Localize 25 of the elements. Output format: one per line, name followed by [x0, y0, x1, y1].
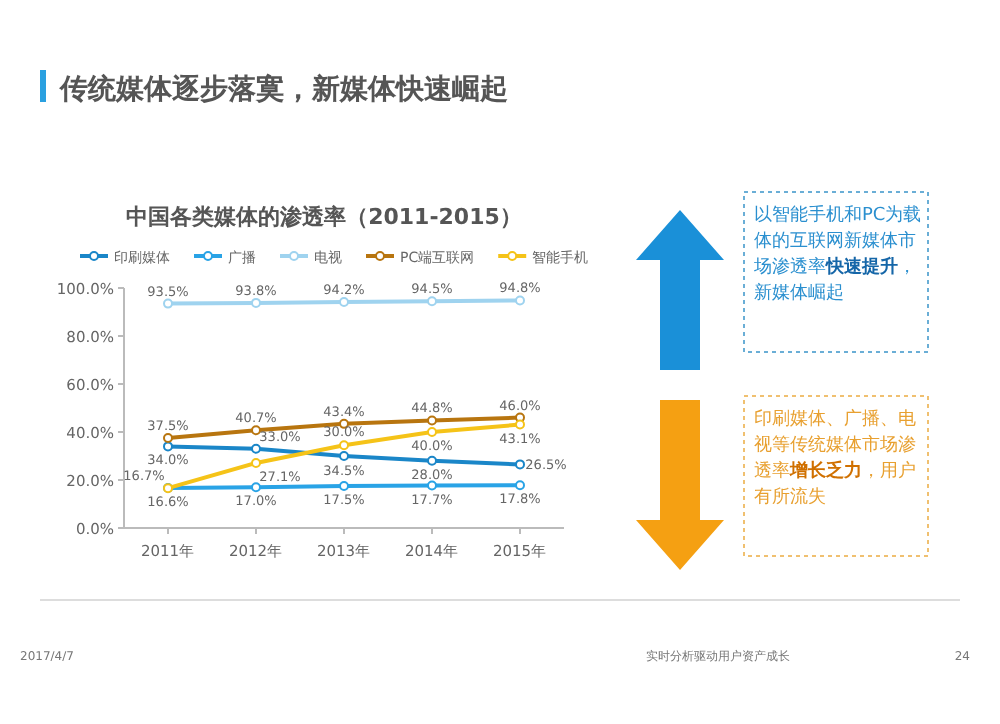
point: [251, 482, 261, 493]
point: [339, 451, 349, 461]
point: [515, 419, 525, 430]
point: [427, 415, 437, 426]
point: [251, 425, 261, 436]
point: [251, 443, 261, 454]
chart-title: 传统媒体逐步落寞，新媒体快速崛起: [58, 72, 508, 106]
text: 以智能手机和PC为载体的互联网新媒体市场渗透率快速提升，新媒体崛起: [754, 206, 922, 304]
point: [427, 427, 437, 437]
point: [163, 441, 173, 452]
point: [515, 459, 525, 470]
text: 印刷媒体、广播、电视等传统媒体市场渗透率增长乏力，用户有所流失: [754, 410, 916, 508]
point: [515, 295, 525, 306]
point: [427, 480, 437, 491]
point: [339, 440, 349, 451]
point: [251, 297, 261, 308]
point: [515, 480, 525, 491]
chart-subtitle: 中国各类媒体的渗透率（2011-2015）: [126, 204, 522, 230]
point: [427, 296, 437, 307]
point: [163, 298, 173, 309]
point: [163, 433, 173, 443]
point: [339, 296, 349, 307]
point: [339, 481, 349, 491]
point: [427, 455, 437, 466]
point: [251, 457, 261, 468]
